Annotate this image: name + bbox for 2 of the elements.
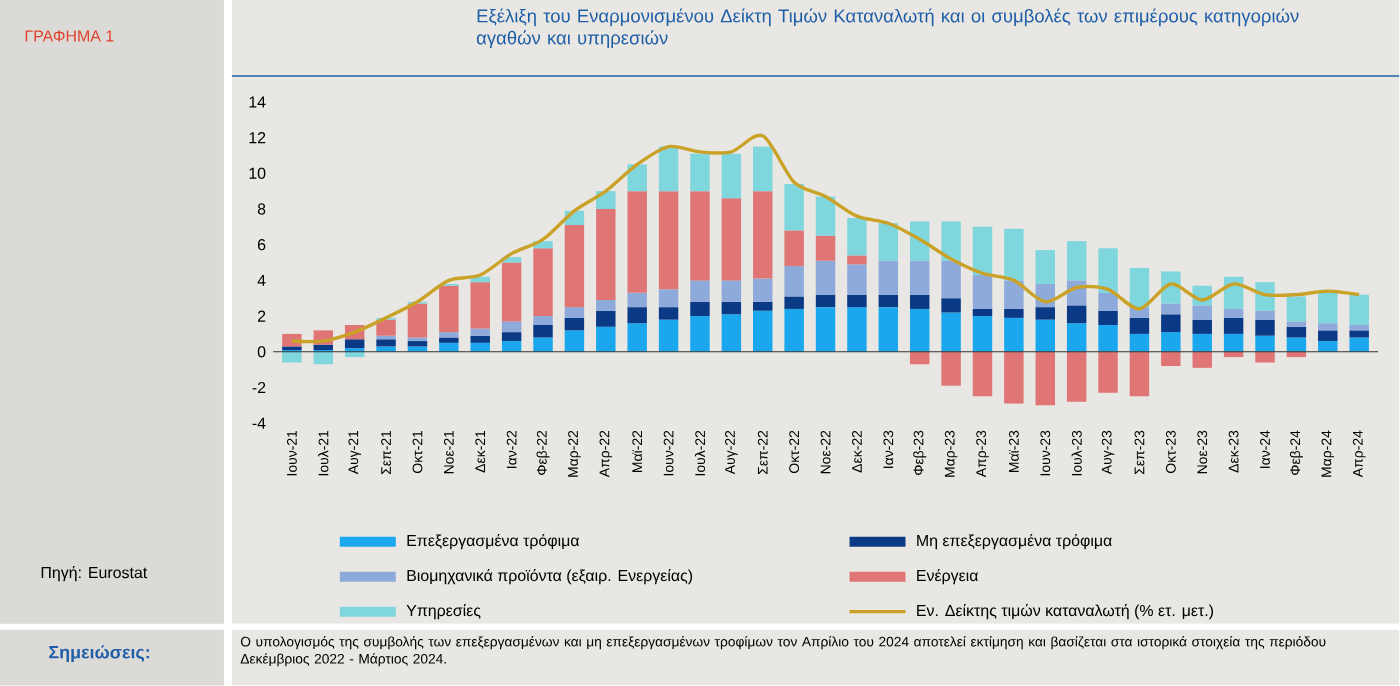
text: Σημειώσεις: xyxy=(49,645,150,663)
chart-title: Εξέλιξη του Εναρμονισμένου Δείκτη Τιμών Καταναλωτή και οι συμβολές των επιμέρους κατηγοριών αγαθών και υπηρεσιών xyxy=(476,8,1299,49)
